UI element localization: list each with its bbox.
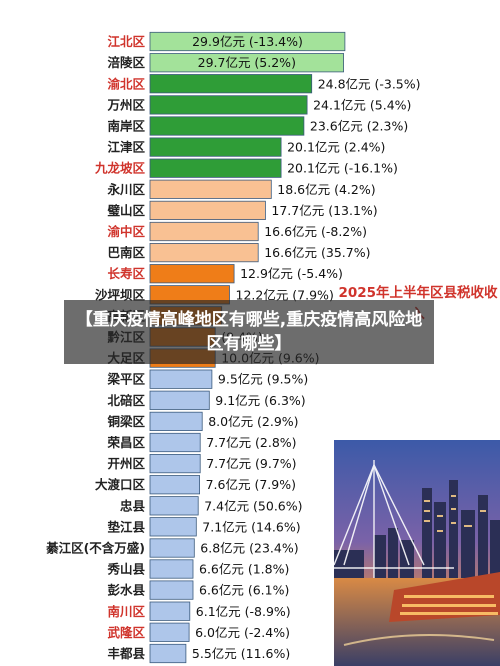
value-label: 18.6亿元 (4.2%) — [277, 182, 375, 197]
bar — [149, 432, 201, 453]
value-label: 6.6亿元 (1.8%) — [199, 562, 289, 577]
value-label: 7.7亿元 (9.7%) — [206, 456, 296, 471]
value-label: 24.8亿元 (-3.5%) — [318, 76, 421, 91]
bar — [149, 475, 200, 495]
category-label: 南岸区 — [107, 118, 145, 133]
category-label: 巴南区 — [107, 245, 145, 260]
value-label: 20.1亿元 (-16.1%) — [287, 161, 398, 176]
value-label: 6.6亿元 (6.1%) — [199, 583, 289, 598]
bar — [149, 158, 282, 178]
value-label: 7.6亿元 (7.9%) — [206, 477, 296, 492]
chongqing-night-skyline-photo — [334, 440, 500, 666]
category-label: 渝中区 — [107, 224, 145, 239]
value-label: 24.1亿元 (5.4%) — [313, 97, 411, 112]
category-label: 璧山区 — [107, 203, 145, 218]
category-label: 江津区 — [107, 140, 145, 155]
category-label: 北碚区 — [107, 393, 145, 408]
category-label: 大渡口区 — [95, 477, 146, 492]
category-label: 丰都县 — [107, 646, 145, 661]
category-label: 垫江县 — [107, 519, 145, 534]
value-label: 9.1亿元 (6.3%) — [215, 393, 305, 408]
bar — [149, 601, 191, 621]
category-label: 万州区 — [106, 97, 145, 112]
value-label: 7.7亿元 (2.8%) — [206, 435, 296, 450]
bar — [149, 53, 345, 73]
bar — [149, 116, 305, 136]
category-label: 武隆区 — [107, 625, 145, 640]
value-label: 5.5亿元 (11.6%) — [192, 646, 290, 661]
bar — [149, 264, 235, 284]
category-label: 涪陵区 — [107, 55, 145, 70]
bar — [149, 369, 213, 389]
value-label: 6.1亿元 (-8.9%) — [196, 604, 291, 619]
bar — [149, 559, 194, 579]
value-label: 7.4亿元 (50.6%) — [204, 498, 302, 513]
value-label: 9.5亿元 (9.5%) — [218, 372, 308, 387]
value-label: 29.9亿元 (-13.4%) — [192, 34, 303, 49]
bar — [149, 31, 346, 52]
value-label: 8.0亿元 (2.9%) — [208, 414, 298, 429]
bar — [149, 200, 266, 220]
value-label: 12.2亿元 (7.9%) — [236, 287, 334, 302]
bar — [149, 538, 195, 558]
category-label: 江北区 — [107, 34, 145, 49]
value-label: 6.0亿元 (-2.4%) — [195, 625, 290, 640]
category-label: 开州区 — [107, 456, 145, 471]
category-label: 忠县 — [120, 498, 146, 513]
bar — [149, 95, 308, 115]
category-label: 南川区 — [107, 604, 145, 619]
category-label: 铜梁区 — [107, 414, 145, 429]
bar — [149, 622, 190, 642]
value-label: 23.6亿元 (2.3%) — [310, 118, 408, 133]
category-label: 九龙坡区 — [94, 161, 146, 176]
value-label: 17.7亿元 (13.1%) — [271, 203, 377, 218]
value-label: 7.1亿元 (14.6%) — [202, 519, 300, 534]
category-label: 彭水县 — [107, 583, 145, 598]
bar — [149, 517, 197, 537]
category-label: 永川区 — [106, 182, 145, 197]
category-label: 秀山县 — [106, 562, 145, 577]
bar — [149, 453, 201, 474]
value-label: 20.1亿元 (2.4%) — [287, 140, 385, 155]
category-label: 綦江区(不含万盛) — [45, 541, 145, 556]
overlay-title: 【重庆疫情高峰地区有哪些,重庆疫情高风险地区有哪些】 — [75, 310, 423, 354]
bar — [149, 496, 199, 516]
value-label: 16.6亿元 (-8.2%) — [264, 224, 367, 239]
category-label: 渝北区 — [107, 76, 145, 91]
category-label: 荣昌区 — [106, 435, 145, 450]
value-label: 6.8亿元 (23.4%) — [200, 541, 298, 556]
bar — [149, 179, 272, 199]
bar — [149, 74, 313, 94]
value-label: 29.7亿元 (5.2%) — [198, 55, 296, 70]
category-label: 沙坪坝区 — [95, 287, 146, 302]
bar — [149, 643, 187, 664]
bar — [149, 580, 194, 600]
category-label: 长寿区 — [107, 266, 145, 281]
bar — [149, 390, 210, 410]
bar — [149, 242, 259, 263]
value-label: 12.9亿元 (-5.4%) — [240, 266, 343, 281]
bar — [149, 137, 282, 157]
category-label: 梁平区 — [106, 372, 145, 387]
title-overlay: 【重庆疫情高峰地区有哪些,重庆疫情高风险地区有哪些】 — [64, 300, 434, 364]
value-label: 16.6亿元 (35.7%) — [264, 245, 370, 260]
bar — [149, 221, 259, 242]
bar — [149, 411, 203, 432]
